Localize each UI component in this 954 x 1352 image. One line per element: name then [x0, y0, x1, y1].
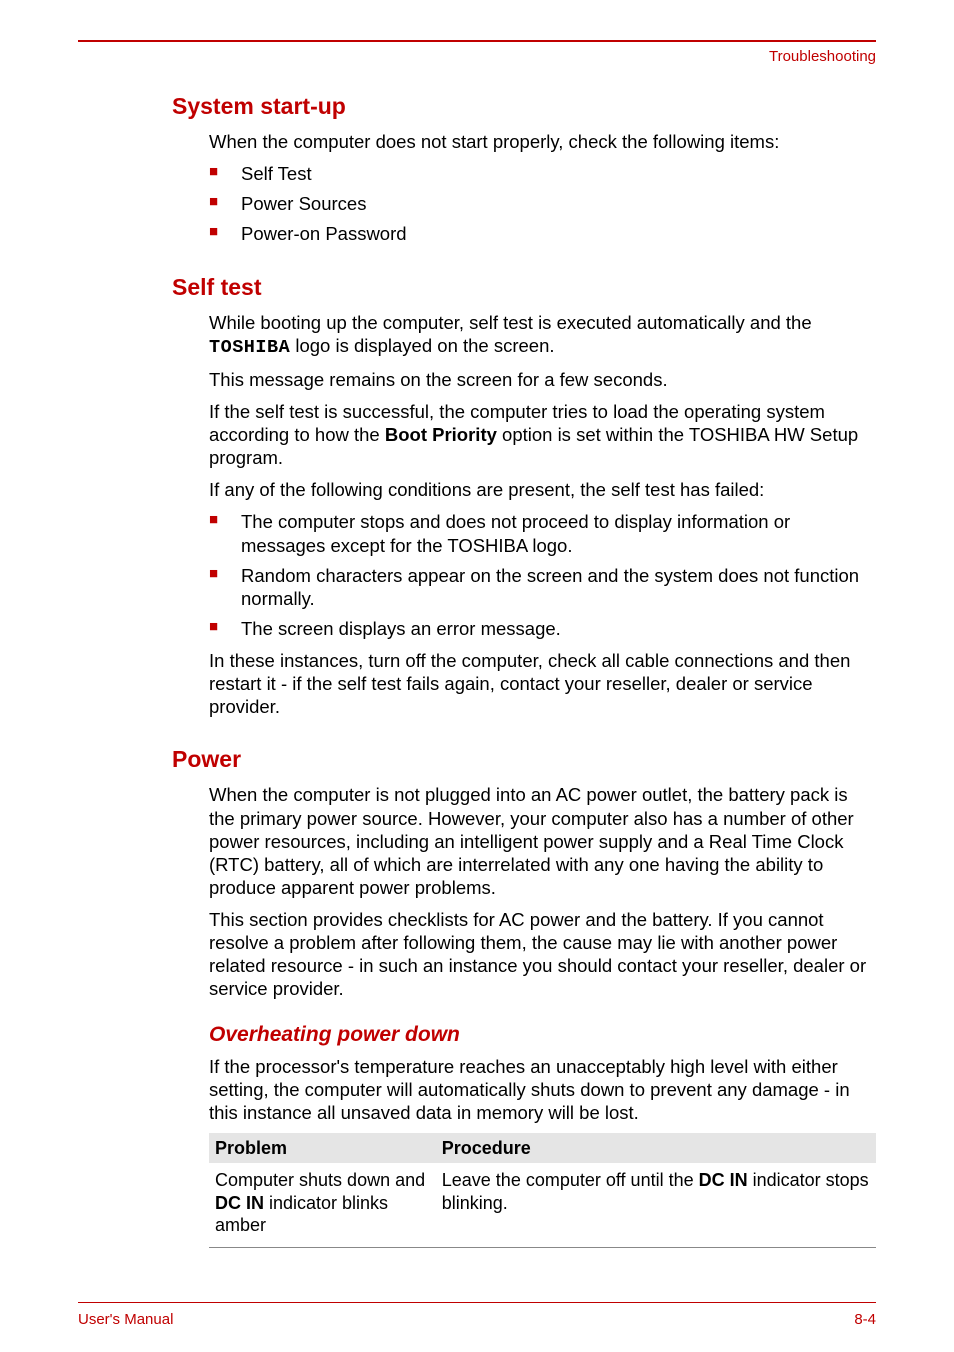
paragraph: When the computer does not start properl…	[209, 130, 876, 153]
paragraph: If any of the following conditions are p…	[209, 478, 876, 501]
heading-self-test: Self test	[172, 274, 876, 301]
footer-page-number: 8-4	[854, 1311, 876, 1328]
bullet-list: Self Test Power Sources Power-on Passwor…	[209, 162, 876, 245]
paragraph: If the processor's temperature reaches a…	[209, 1055, 876, 1124]
paragraph: This message remains on the screen for a…	[209, 368, 876, 391]
list-item: Random characters appear on the screen a…	[209, 564, 876, 610]
table-row: Computer shuts down and DC IN indicator …	[209, 1163, 876, 1247]
table-header-procedure: Procedure	[436, 1133, 876, 1164]
table-cell-procedure: Leave the computer off until the DC IN i…	[436, 1163, 876, 1247]
subheading-overheating: Overheating power down	[209, 1023, 876, 1047]
list-item: Power-on Password	[209, 222, 876, 245]
text-run: logo is displayed on the screen.	[290, 335, 554, 356]
paragraph: If the self test is successful, the comp…	[209, 400, 876, 469]
paragraph: When the computer is not plugged into an…	[209, 783, 876, 899]
section-system-startup: When the computer does not start properl…	[209, 130, 876, 246]
bold-term: DC IN	[215, 1193, 264, 1213]
text-run: Leave the computer off until the	[442, 1170, 699, 1190]
heading-system-startup: System start-up	[172, 93, 876, 120]
page-content: Troubleshooting System start-up When the…	[0, 0, 954, 1268]
table-cell-problem: Computer shuts down and DC IN indicator …	[209, 1163, 436, 1247]
running-header: Troubleshooting	[78, 48, 876, 65]
header-rule	[78, 40, 876, 42]
list-item: Self Test	[209, 162, 876, 185]
paragraph: This section provides checklists for AC …	[209, 908, 876, 1001]
section-self-test: While booting up the computer, self test…	[209, 311, 876, 719]
list-item: The screen displays an error message.	[209, 617, 876, 640]
section-overheating: If the processor's temperature reaches a…	[209, 1055, 876, 1248]
list-item: Power Sources	[209, 192, 876, 215]
text-run: While booting up the computer, self test…	[209, 312, 812, 333]
logo-text: TOSHIBA	[209, 337, 290, 358]
paragraph: While booting up the computer, self test…	[209, 311, 876, 359]
table-header-problem: Problem	[209, 1133, 436, 1164]
list-item: The computer stops and does not proceed …	[209, 510, 876, 556]
bullet-list: The computer stops and does not proceed …	[209, 510, 876, 640]
text-run: Computer shuts down and	[215, 1170, 425, 1190]
bold-term: DC IN	[699, 1170, 748, 1190]
problem-procedure-table: Problem Procedure Computer shuts down an…	[209, 1133, 876, 1248]
bold-term: Boot Priority	[385, 424, 497, 445]
heading-power: Power	[172, 746, 876, 773]
section-power: When the computer is not plugged into an…	[209, 783, 876, 1000]
paragraph: In these instances, turn off the compute…	[209, 649, 876, 718]
table-header-row: Problem Procedure	[209, 1133, 876, 1164]
footer-left: User's Manual	[78, 1311, 173, 1328]
page-footer: User's Manual 8-4	[78, 1302, 876, 1328]
